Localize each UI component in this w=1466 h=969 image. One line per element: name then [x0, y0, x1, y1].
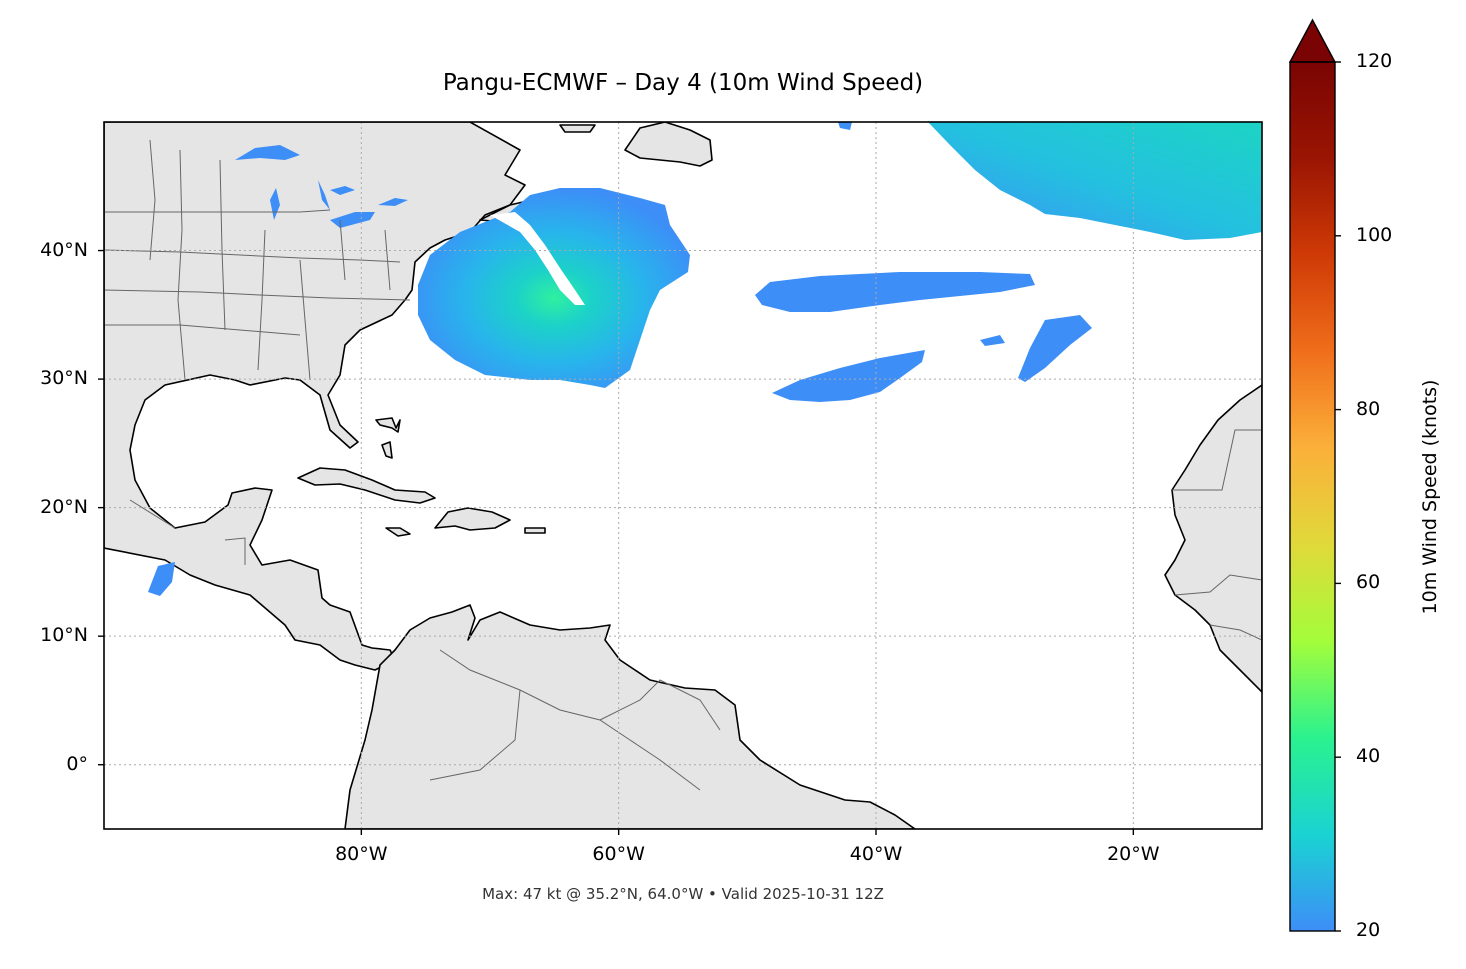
- wind-field-storm: [418, 188, 690, 388]
- colorbar-tick-label: 60: [1356, 571, 1381, 594]
- jamaica-island: [385, 527, 411, 537]
- colorbar-tick-label: 120: [1356, 50, 1393, 72]
- wind-field-band-2: [772, 350, 925, 402]
- south-america-land: [344, 604, 916, 829]
- lat-tick-label: 40°N: [40, 238, 88, 261]
- newfoundland-land: [624, 122, 713, 167]
- wind-field-northeast: [928, 122, 1262, 240]
- colorbar-tick-label: 80: [1356, 397, 1381, 420]
- cuba-island: [297, 467, 436, 504]
- wind-field-band-1: [755, 272, 1035, 312]
- labrador-coast: [559, 124, 596, 133]
- max-wind-note: Max: 47 kt @ 35.2°N, 64.0°W • Valid 2025…: [482, 885, 884, 903]
- wind-field-layer: [148, 122, 1262, 596]
- africa-land: [1164, 384, 1262, 693]
- map-frame: [103, 121, 1263, 830]
- colorbar-frame: [1289, 61, 1336, 932]
- lon-tick-label: 60°W: [592, 843, 645, 865]
- map-area: [104, 122, 1262, 829]
- borders-layer: [104, 139, 1262, 791]
- bahamas-islands: [375, 417, 401, 459]
- hispaniola-island: [434, 507, 511, 531]
- wind-field-pacific: [148, 562, 175, 596]
- gridlines: [104, 122, 1262, 829]
- wind-field-storm-calm-slot: [490, 212, 585, 305]
- lat-tick-label: 10°N: [40, 624, 88, 647]
- lat-tick-label: 30°N: [40, 367, 88, 390]
- map-title: Pangu-ECMWF – Day 4 (10m Wind Speed): [442, 70, 924, 96]
- lon-tick-label: 40°W: [849, 843, 903, 865]
- wind-field-top-speck: [838, 122, 852, 130]
- colorbar-tick-label: 100: [1356, 223, 1393, 246]
- colorbar-extend-max-arrow: [1288, 18, 1337, 63]
- colorbar: [1288, 18, 1341, 932]
- lon-tick-label: 20°W: [1107, 843, 1160, 865]
- colorbar-label: 10m Wind Speed (knots): [1419, 379, 1441, 615]
- lat-tick-label: 20°N: [40, 495, 88, 518]
- north-america-land: [104, 122, 526, 671]
- puerto-rico-island: [524, 527, 546, 534]
- wind-field-band-3: [1018, 315, 1092, 382]
- axis-ticks: [98, 249, 1135, 835]
- wind-field-patch-small: [980, 335, 1005, 346]
- lat-tick-label: 0°: [66, 752, 88, 775]
- colorbar-gradient: [1290, 62, 1335, 931]
- land-layer: [104, 122, 1262, 829]
- lon-tick-label: 80°W: [335, 843, 388, 865]
- colorbar-tick-label: 40: [1356, 745, 1381, 768]
- colorbar-tick-label: 20: [1356, 919, 1381, 941]
